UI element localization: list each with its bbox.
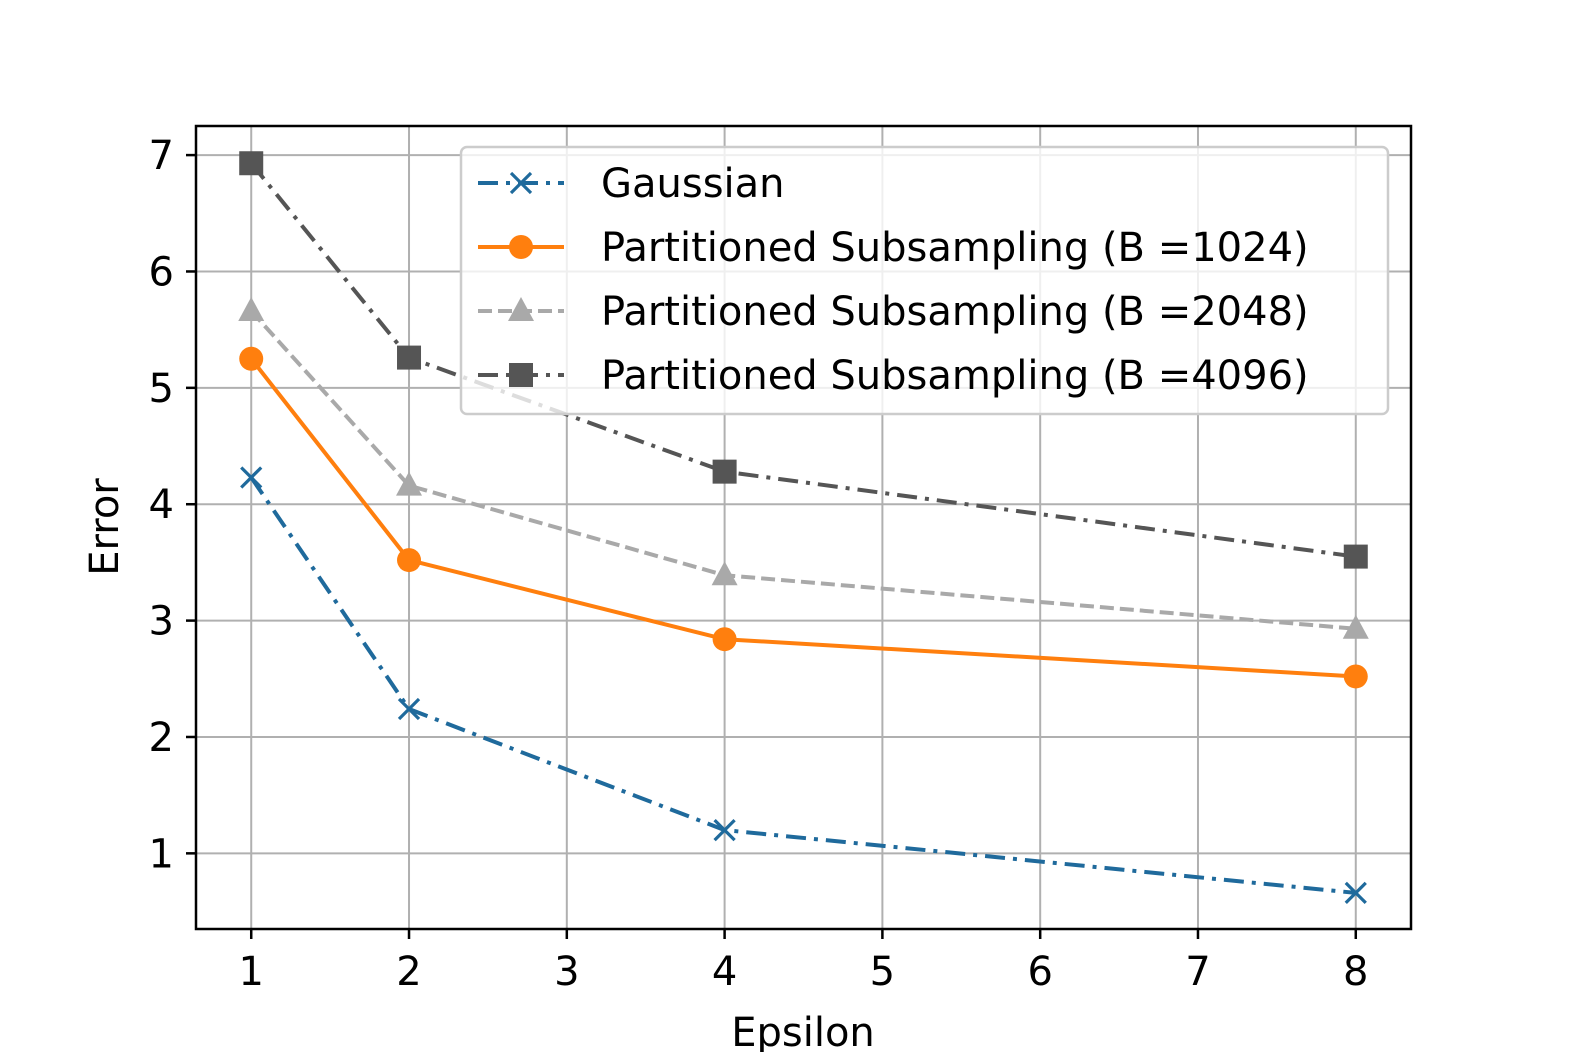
data-point [397, 697, 421, 721]
legend-entry: Partitioned Subsampling (B =4096) [478, 353, 1309, 399]
data-point [711, 561, 738, 586]
plot-frame [194, 124, 1413, 931]
series-1 [240, 466, 1367, 905]
legend-label: Partitioned Subsampling (B =1024) [601, 225, 1309, 271]
legend-marker [509, 235, 533, 259]
x-tick-label: 1 [239, 949, 264, 995]
marker-stroke [509, 171, 533, 195]
data-point [1343, 544, 1368, 569]
series-line [249, 357, 1356, 679]
y-axis-label: Error [82, 478, 128, 576]
y-tick-label: 1 [149, 831, 174, 877]
data-point [397, 345, 422, 370]
data-point [1342, 614, 1369, 639]
x-tick-label: 8 [1343, 949, 1368, 995]
y-tick-label: 6 [149, 249, 174, 295]
data-point [240, 466, 263, 489]
legend-label: Gaussian [601, 161, 785, 207]
data-point [1344, 881, 1367, 905]
x-tick-label: 3 [554, 949, 579, 995]
legend-label: Partitioned Subsampling (B =2048) [601, 289, 1309, 335]
data-point [396, 471, 423, 496]
series-line [249, 476, 1356, 895]
legend-entry: Partitioned Subsampling (B =2048) [478, 289, 1309, 335]
legend-box [459, 145, 1390, 416]
legend-marker [509, 363, 533, 387]
legend-entry: Partitioned Subsampling (B =1024) [478, 225, 1309, 271]
x-tick-label: 7 [1185, 949, 1210, 995]
legend-marker [509, 171, 533, 195]
x-tick-label: 6 [1027, 949, 1052, 995]
y-tick-label: 7 [149, 133, 174, 179]
marker-stroke [397, 697, 421, 721]
data-point [239, 346, 264, 371]
y-tick-label: 4 [149, 482, 174, 528]
data-point [1343, 664, 1368, 689]
x-tick-label: 2 [396, 949, 421, 995]
y-tick-label: 3 [149, 599, 174, 645]
data-point [238, 297, 265, 322]
legend-entry: Gaussian [478, 161, 785, 207]
x-tick-label: 5 [870, 949, 895, 995]
data-point [712, 459, 737, 484]
marker-stroke [240, 466, 263, 489]
data-point [713, 818, 736, 842]
legend-marker [508, 297, 534, 321]
data-point [712, 627, 737, 652]
y-tick-label: 2 [149, 715, 174, 761]
data-point [397, 548, 422, 573]
series-line [249, 309, 1356, 631]
axis-ticks: 1 2 3 4 5 6 7 8 1 2 3 4 5 6 7 [149, 133, 1369, 995]
legend: Gaussian Partitioned Subsampling (B =1024… [459, 145, 1390, 416]
legend-label: Partitioned Subsampling (B =4096) [601, 353, 1309, 399]
x-tick-label: 4 [712, 949, 737, 995]
marker-stroke [1344, 881, 1367, 905]
y-tick-label: 5 [149, 366, 174, 412]
x-axis-label: Epsilon [731, 1010, 875, 1052]
marker-stroke [713, 818, 736, 842]
data-point [239, 151, 264, 176]
series-3 [238, 297, 1369, 639]
series-2 [239, 346, 1368, 689]
